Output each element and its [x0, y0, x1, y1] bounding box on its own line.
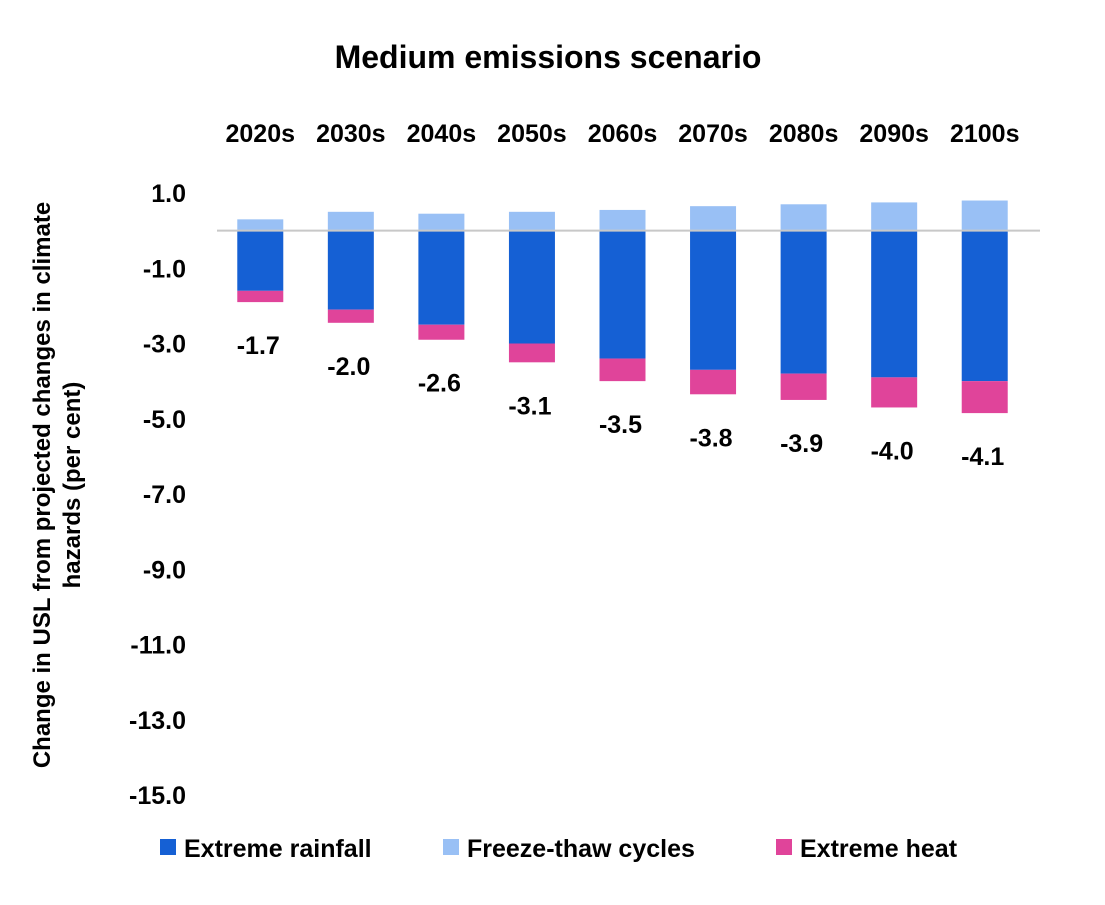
bar-freeze-thaw-cycles-2060s [599, 209, 646, 231]
total-label-2070s: -3.8 [690, 424, 733, 452]
y-axis-ticks: 1.0 -1.0 -3.0 -5.0 -7.0 -9.0 -11.0 -13.0 -15.0 [129, 180, 186, 810]
legend-swatch-extreme-heat [776, 839, 792, 855]
y-tick-label-8: -13.0 [129, 707, 186, 735]
bar-freeze-thaw-cycles-2050s [508, 211, 555, 231]
y-axis-label-line-1: Change in USL from projected changes in … [29, 202, 56, 768]
legend-label-extreme-heat: Extreme heat [800, 835, 958, 863]
total-labels: -1.7 -2.0 -2.6 -3.1 -3.5 -3.8 -3.9 -4.0 -4.1 [237, 332, 1005, 471]
bar-extreme-rainfall-2080s [780, 230, 827, 374]
category-label-2050s: 2050s [497, 120, 567, 148]
bar-freeze-thaw-cycles-2100s [961, 200, 1008, 231]
chart-title: Medium emissions scenario [335, 39, 762, 75]
y-tick-label-2: -1.0 [143, 255, 186, 283]
bar-extreme-heat-2050s [508, 343, 555, 363]
total-label-2090s: -4.0 [871, 437, 914, 465]
y-tick-label-5: -7.0 [143, 481, 186, 509]
bar-extreme-heat-2070s [690, 369, 737, 395]
category-label-2090s: 2090s [859, 120, 929, 148]
bar-extreme-rainfall-2060s [599, 230, 646, 359]
bar-freeze-thaw-cycles-2030s [327, 211, 374, 231]
bar-freeze-thaw-cycles-2080s [780, 204, 827, 231]
bar-extreme-heat-2060s [599, 358, 646, 382]
y-axis-label-line-2: hazards (per cent) [59, 382, 86, 589]
bar-freeze-thaw-cycles-2020s [237, 219, 284, 231]
bar-extreme-rainfall-2040s [418, 230, 465, 325]
category-labels: 2020s 2030s 2040s 2050s 2060s 2070s 2080s 2090s… [226, 120, 1020, 148]
bar-extreme-rainfall-2070s [690, 230, 737, 370]
bar-extreme-heat-2090s [871, 377, 918, 408]
category-label-2100s: 2100s [950, 120, 1020, 148]
category-label-2030s: 2030s [316, 120, 386, 148]
bar-extreme-heat-2030s [327, 309, 374, 323]
y-axis-label-group: Change in USL from projected changes in … [29, 202, 86, 768]
y-tick-label-9: -15.0 [129, 782, 186, 810]
total-label-2100s: -4.1 [961, 443, 1004, 471]
total-label-2040s: -2.6 [418, 370, 461, 398]
y-tick-label-6: -9.0 [143, 556, 186, 584]
legend-label-extreme-rainfall: Extreme rainfall [184, 835, 372, 863]
bar-extreme-rainfall-2090s [871, 230, 918, 378]
category-label-2070s: 2070s [678, 120, 748, 148]
legend: Extreme rainfall Freeze-thaw cycles Extrem… [160, 835, 958, 863]
legend-label-freeze-thaw-cycles: Freeze-thaw cycles [467, 835, 695, 863]
bar-freeze-thaw-cycles-2040s [418, 213, 465, 231]
legend-swatch-freeze-thaw-cycles [443, 839, 459, 855]
y-tick-label-1: 1.0 [151, 180, 186, 208]
bar-extreme-rainfall-2050s [508, 230, 555, 344]
bar-extreme-rainfall-2030s [327, 230, 374, 310]
bar-extreme-heat-2020s [237, 290, 284, 303]
y-tick-label-3: -3.0 [143, 331, 186, 359]
category-label-2080s: 2080s [769, 120, 839, 148]
bar-freeze-thaw-cycles-2070s [690, 206, 737, 231]
total-label-2030s: -2.0 [327, 353, 370, 381]
category-label-2020s: 2020s [226, 120, 296, 148]
category-label-2040s: 2040s [407, 120, 477, 148]
legend-swatch-extreme-rainfall [160, 839, 176, 855]
total-label-2050s: -3.1 [508, 392, 551, 420]
total-label-2080s: -3.9 [780, 430, 823, 458]
bar-extreme-rainfall-2020s [237, 230, 284, 291]
category-label-2060s: 2060s [588, 120, 658, 148]
bar-extreme-rainfall-2100s [961, 230, 1008, 382]
bar-extreme-heat-2100s [961, 381, 1008, 414]
bar-extreme-heat-2080s [780, 373, 827, 400]
total-label-2060s: -3.5 [599, 411, 642, 439]
bar-freeze-thaw-cycles-2090s [871, 202, 918, 231]
y-tick-label-7: -11.0 [130, 632, 186, 660]
y-tick-label-4: -5.0 [143, 406, 186, 434]
bars [237, 200, 1008, 414]
total-label-2020s: -1.7 [237, 332, 280, 360]
bar-extreme-heat-2040s [418, 324, 465, 340]
